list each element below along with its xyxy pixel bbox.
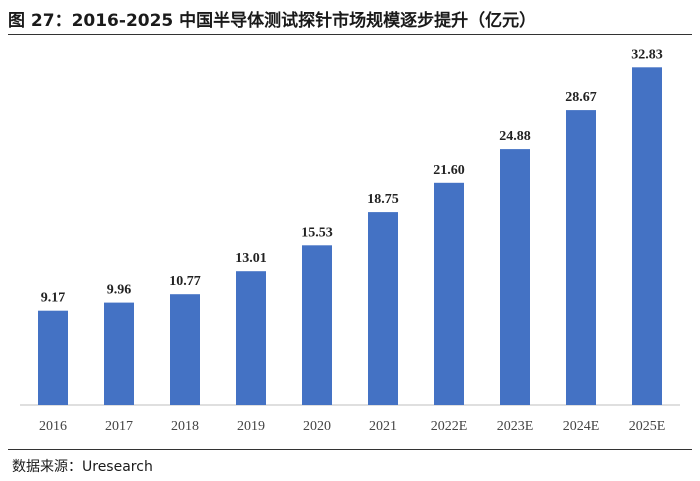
value-label-2016: 9.17 [41, 291, 66, 306]
x-tick-label-2019: 2019 [237, 419, 265, 434]
bar-2016 [38, 310, 68, 405]
x-tick-label-2021: 2021 [369, 419, 397, 434]
value-labels-group: 9.17 9.96 10.77 13.01 15.53 18.75 21.60 24.88 28… [41, 47, 663, 305]
bar-2021 [368, 212, 398, 405]
x-tick-label-2023E: 2023E [497, 419, 534, 434]
value-label-2021: 18.75 [367, 192, 399, 207]
bar-2023E [500, 149, 530, 405]
value-label-2024E: 28.67 [565, 90, 597, 105]
bar-2017 [104, 302, 134, 405]
bar-2025E [632, 67, 662, 406]
value-label-2025E: 32.83 [631, 47, 663, 62]
value-label-2020: 15.53 [301, 225, 333, 240]
x-tick-labels-group: 2016 2017 2018 2019 2020 2021 2022E 2023E 2024E 2… [39, 419, 665, 434]
value-label-2022E: 21.60 [433, 163, 465, 178]
x-tick-label-2024E: 2024E [563, 419, 600, 434]
bar-2020 [302, 245, 332, 405]
value-label-2017: 9.96 [107, 283, 132, 298]
x-tick-label-2017: 2017 [105, 419, 133, 434]
bar-2024E [566, 110, 596, 405]
source-note: 数据来源：Uresearch [12, 459, 153, 475]
x-tick-label-2025E: 2025E [629, 419, 666, 434]
bar-2022E [434, 182, 464, 405]
value-label-2023E: 24.88 [499, 129, 531, 144]
bar-chart: 9.17 9.96 10.77 13.01 15.53 18.75 21.60 24.88 28… [20, 47, 680, 434]
figure-title: 图 27：2016-2025 中国半导体测试探针市场规模逐步提升（亿元） [8, 11, 537, 31]
top-rule [8, 34, 692, 35]
bar-2019 [236, 271, 266, 405]
x-tick-label-2022E: 2022E [431, 419, 468, 434]
x-tick-label-2016: 2016 [39, 419, 67, 434]
x-tick-label-2020: 2020 [303, 419, 331, 434]
bars-group [38, 67, 662, 406]
bar-2018 [170, 294, 200, 405]
value-label-2018: 10.77 [169, 274, 201, 289]
bottom-rule [8, 449, 692, 450]
value-label-2019: 13.01 [235, 251, 267, 266]
x-tick-label-2018: 2018 [171, 419, 199, 434]
